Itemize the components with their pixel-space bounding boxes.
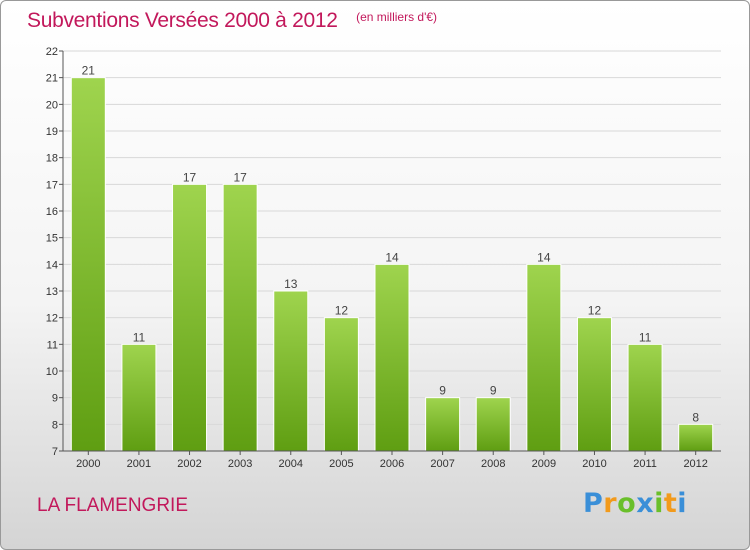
bar-value-label: 12: [588, 304, 602, 318]
logo-letter: i: [677, 488, 688, 519]
bar: [576, 317, 612, 452]
y-tick-label: 10: [46, 366, 58, 378]
y-tick-label: 20: [46, 99, 58, 111]
bar: [273, 290, 309, 452]
y-tick-label: 13: [46, 286, 58, 298]
x-tick-label: 2010: [582, 458, 606, 470]
bar-value-label: 13: [284, 277, 298, 291]
proxiti-logo: Proxiti: [583, 488, 687, 519]
y-tick-label: 19: [46, 126, 58, 138]
commune-name: LA FLAMENGRIE: [37, 495, 188, 516]
logo-letter: i: [654, 488, 664, 519]
bar: [627, 343, 663, 452]
bar: [475, 397, 511, 452]
y-tick-label: 8: [52, 419, 58, 431]
x-tick-label: 2003: [228, 458, 252, 470]
bar-value-label: 17: [183, 170, 197, 184]
x-tick-label: 2011: [633, 458, 657, 470]
bar: [526, 263, 562, 452]
x-tick-label: 2009: [532, 458, 556, 470]
logo-letter: x: [636, 488, 655, 519]
x-tick-label: 2001: [127, 458, 151, 470]
y-tick-label: 12: [46, 313, 58, 325]
y-tick-label: 15: [46, 233, 58, 245]
y-tick-label: 14: [46, 259, 58, 271]
y-tick-label: 16: [46, 206, 58, 218]
x-tick-label: 2002: [177, 458, 201, 470]
bar: [222, 183, 258, 452]
axes: 7 8 9 10 11 12 13 14 15 16 17 18 19 20 21 22 2000 2001 200…: [46, 46, 721, 470]
x-tick-label: 2012: [683, 458, 707, 470]
chart-subtitle: (en milliers d'€): [356, 10, 438, 24]
x-tick-label: 2005: [329, 458, 353, 470]
bar-value-label: 14: [537, 250, 551, 264]
bar-value-label: 17: [233, 170, 247, 184]
bar: [678, 423, 714, 452]
bar-value-label: 8: [692, 410, 699, 424]
bar-value-label: 12: [335, 304, 349, 318]
x-tick-label: 2008: [481, 458, 505, 470]
logo-letter: r: [603, 488, 618, 519]
logo-letter: o: [617, 488, 637, 519]
y-tick-label: 7: [52, 446, 58, 458]
bar-value-label: 9: [439, 384, 446, 398]
logo-letter: t: [663, 488, 678, 519]
y-tick-label: 9: [52, 393, 58, 405]
bar-value-label: 21: [82, 64, 96, 78]
y-tick-label: 21: [46, 73, 58, 85]
bar: [172, 183, 208, 452]
bar: [323, 317, 359, 452]
x-tick-label: 2007: [430, 458, 454, 470]
y-tick-label: 18: [46, 153, 58, 165]
chart-title: Subventions Versées 2000 à 2012: [27, 9, 338, 32]
bar-value-label: 14: [385, 250, 399, 264]
x-tick-label: 2004: [279, 458, 303, 470]
bars: 21 11 17 17 13 12 14 9 9 14 12 11 8: [70, 64, 714, 452]
y-tick-label: 22: [46, 46, 58, 58]
title-row: Subventions Versées 2000 à 2012 (en mill…: [27, 9, 437, 33]
bar: [121, 343, 157, 452]
x-tick-label: 2006: [380, 458, 404, 470]
y-tick-label: 17: [46, 179, 58, 191]
bar: [374, 263, 410, 452]
bar-value-label: 11: [133, 330, 146, 344]
logo-letter: P: [583, 488, 604, 519]
bar-value-label: 11: [639, 330, 652, 344]
bar-value-label: 9: [490, 384, 497, 398]
bar: [70, 77, 106, 452]
x-tick-label: 2000: [76, 458, 100, 470]
y-tick-label: 11: [47, 339, 58, 351]
bar: [425, 397, 461, 452]
